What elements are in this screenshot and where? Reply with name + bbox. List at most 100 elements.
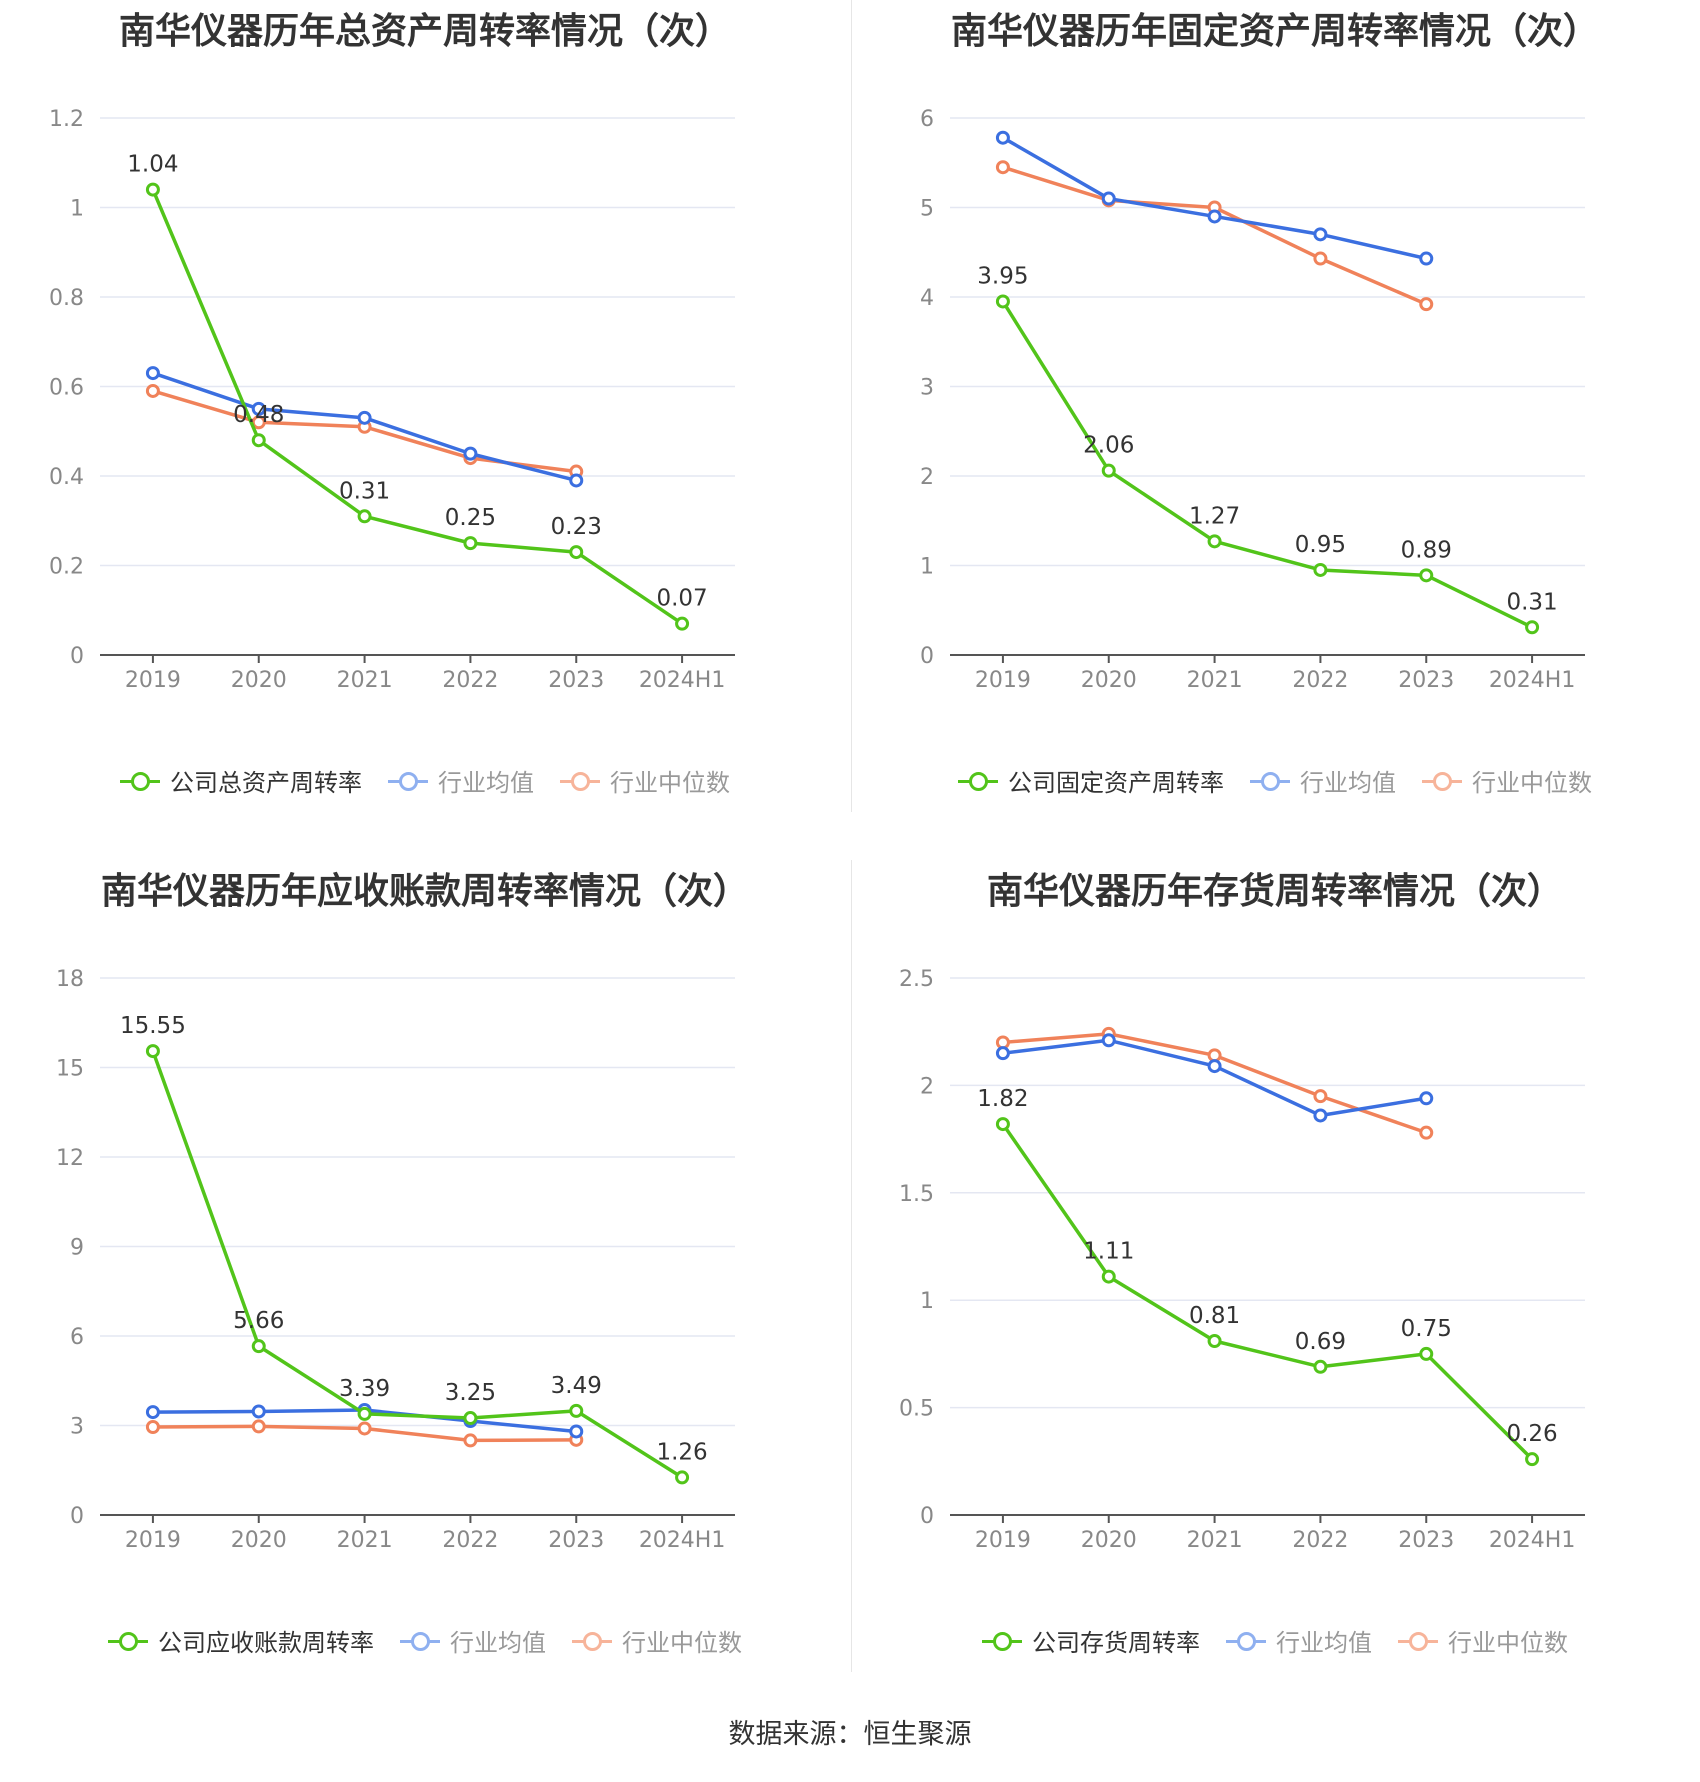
- industry-average-point: [463, 446, 478, 461]
- company-point: [995, 1117, 1010, 1132]
- x-tick-label: 2024H1: [1489, 668, 1576, 693]
- chart-title: 南华仪器历年固定资产周转率情况（次）: [950, 11, 1599, 52]
- industry-average-point: [1207, 1059, 1222, 1074]
- company-point: [1313, 562, 1328, 577]
- y-tick-label: 1.5: [899, 1182, 934, 1207]
- y-tick-label: 0: [70, 644, 84, 669]
- legend-label: 公司总资产周转率: [170, 769, 362, 797]
- chart-plot: 0 0.5 1 1.5 2 2.5 2019 2020 2021 2022 2023 2024H1 1.…: [899, 967, 1585, 1553]
- chart-plot: 0 3 6 9 12 15 18 2019 2020 2021 2022 2023 2024H1 15.5…: [56, 967, 735, 1553]
- chart-legend[interactable]: 公司总资产周转率 行业均值 行业中位数: [0, 763, 850, 798]
- x-tick-label: 2021: [1187, 668, 1243, 693]
- legend-line-icon: [560, 769, 600, 793]
- industry-median-line: [1002, 165, 1427, 306]
- x-tick-label: 2020: [1081, 1528, 1137, 1553]
- industry-average-point: [1313, 227, 1328, 242]
- chart-title: 南华仪器历年总资产周转率情况（次）: [118, 11, 731, 52]
- y-tick-label: 0.8: [49, 286, 84, 311]
- data-label: 3.95: [977, 263, 1028, 289]
- chart-legend[interactable]: 公司应收账款周转率 行业均值 行业中位数: [0, 1623, 850, 1658]
- x-tick-label: 2023: [548, 668, 604, 693]
- y-tick-label: 0: [70, 1504, 84, 1529]
- panel-divider-bottom: [851, 860, 852, 1672]
- data-label: 2.06: [1083, 433, 1134, 459]
- y-tick-label: 9: [70, 1236, 84, 1261]
- legend-item-industry-median[interactable]: 行业中位数: [1398, 1623, 1568, 1658]
- industry-median-point: [995, 160, 1010, 175]
- industry-average-point: [569, 473, 584, 488]
- x-tick-label: 2020: [231, 1528, 287, 1553]
- chart-legend[interactable]: 公司固定资产周转率 行业均值 行业中位数: [850, 763, 1700, 798]
- legend-label: 行业均值: [1300, 769, 1396, 797]
- industry-average-point: [1419, 1091, 1434, 1106]
- y-tick-label: 1: [920, 1289, 934, 1314]
- industry-median-point: [1313, 251, 1328, 266]
- y-tick-label: 2: [920, 1074, 934, 1099]
- industry-average-point: [1207, 209, 1222, 224]
- legend-item-industry-median[interactable]: 行业中位数: [572, 1623, 742, 1658]
- company-point: [463, 1411, 478, 1426]
- data-label: 1.27: [1189, 503, 1240, 529]
- x-tick-label: 2024H1: [1489, 1528, 1576, 1553]
- x-tick-label: 2020: [1081, 668, 1137, 693]
- legend-item-company[interactable]: 公司应收账款周转率: [108, 1623, 374, 1658]
- legend-line-icon: [388, 769, 428, 793]
- x-tick-label: 2023: [1398, 668, 1454, 693]
- chart-title: 南华仪器历年存货周转率情况（次）: [986, 871, 1563, 912]
- y-tick-label: 5: [920, 197, 934, 222]
- x-tick-label: 2019: [125, 668, 181, 693]
- y-tick-label: 3: [920, 376, 934, 401]
- data-label: 0.95: [1295, 532, 1346, 558]
- company-point: [463, 536, 478, 551]
- x-tick-label: 2020: [231, 668, 287, 693]
- industry-average-point: [357, 410, 372, 425]
- y-tick-label: 3: [70, 1415, 84, 1440]
- y-tick-label: 18: [56, 967, 84, 992]
- company-point: [145, 182, 160, 197]
- industry-average-point: [995, 130, 1010, 145]
- y-tick-label: 0: [920, 644, 934, 669]
- legend-item-industry-median[interactable]: 行业中位数: [1422, 763, 1592, 798]
- legend-item-industry-average[interactable]: 行业均值: [388, 763, 534, 798]
- chart-panel-total-asset-turnover: 南华仪器历年总资产周转率情况（次） 0 0.2 0.4 0.6 0.8 1 1.2 2019 2…: [0, 0, 850, 860]
- data-label: 0.69: [1295, 1329, 1346, 1355]
- y-tick-label: 0.5: [899, 1397, 934, 1422]
- industry-average-point: [569, 1424, 584, 1439]
- industry-average-point: [251, 1404, 266, 1419]
- legend-item-industry-average[interactable]: 行业均值: [1250, 763, 1396, 798]
- legend-item-industry-average[interactable]: 行业均值: [1226, 1623, 1372, 1658]
- y-tick-label: 15: [56, 1057, 84, 1082]
- legend-label: 公司固定资产周转率: [1008, 769, 1224, 797]
- x-tick-label: 2019: [125, 1528, 181, 1553]
- x-tick-label: 2024H1: [639, 1528, 726, 1553]
- legend-line-icon: [1398, 1629, 1438, 1653]
- x-tick-label: 2021: [1187, 1528, 1243, 1553]
- company-line: [151, 188, 684, 626]
- data-label: 0.07: [656, 586, 707, 612]
- legend-label: 行业中位数: [622, 1629, 742, 1657]
- legend-item-company[interactable]: 公司总资产周转率: [120, 763, 362, 798]
- legend-item-company[interactable]: 公司固定资产周转率: [958, 763, 1224, 798]
- company-point: [1525, 620, 1540, 635]
- y-tick-label: 6: [70, 1325, 84, 1350]
- industry-median-point: [251, 415, 266, 430]
- legend-item-industry-median[interactable]: 行业中位数: [560, 763, 730, 798]
- industry-average-point: [1419, 251, 1434, 266]
- legend-item-industry-average[interactable]: 行业均值: [400, 1623, 546, 1658]
- chart-plot: 0 1 2 3 4 5 6 2019 2020 2021 2022 2023 2024H1 3.95 2.0…: [920, 107, 1585, 693]
- company-point: [1419, 568, 1434, 583]
- y-tick-label: 0.6: [49, 376, 84, 401]
- legend-item-company[interactable]: 公司存货周转率: [982, 1623, 1200, 1658]
- legend-label: 公司应收账款周转率: [158, 1629, 374, 1657]
- data-source-note: 数据来源：恒生聚源: [728, 1719, 972, 1750]
- chart-panel-inventory-turnover: 南华仪器历年存货周转率情况（次） 0 0.5 1 1.5 2 2.5 2019 2020 202…: [850, 860, 1700, 1720]
- chart-legend[interactable]: 公司存货周转率 行业均值 行业中位数: [850, 1623, 1700, 1658]
- chart-panel-fixed-asset-turnover: 南华仪器历年固定资产周转率情况（次） 0 1 2 3 4 5 6 2019 2020 2021 20…: [850, 0, 1700, 860]
- industry-median-point: [1313, 1089, 1328, 1104]
- company-point: [1101, 463, 1116, 478]
- company-point: [1207, 1334, 1222, 1349]
- y-tick-label: 4: [920, 286, 934, 311]
- legend-label: 行业均值: [438, 769, 534, 797]
- y-tick-label: 1: [920, 555, 934, 580]
- industry-median-point: [145, 383, 160, 398]
